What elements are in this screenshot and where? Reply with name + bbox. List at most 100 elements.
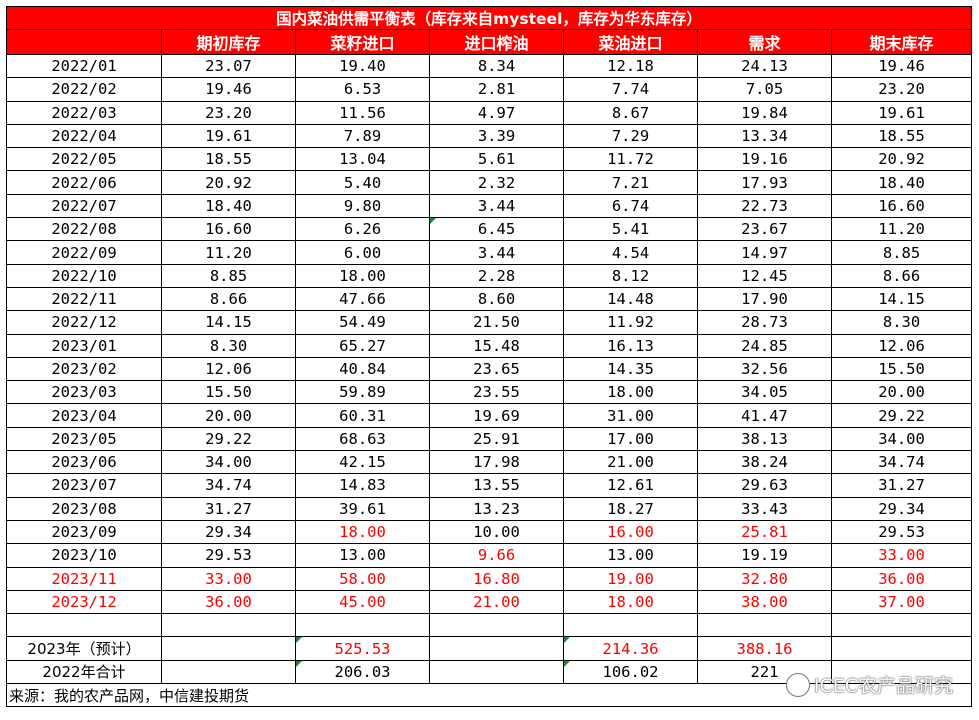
value-cell: 17.90 bbox=[697, 286, 832, 312]
month-cell: 2023/01 bbox=[6, 333, 162, 358]
value-cell: 54.49 bbox=[295, 310, 430, 335]
value-cell: 41.47 bbox=[697, 403, 832, 428]
value-cell: 23.20 bbox=[161, 100, 296, 125]
value-cell: 13.34 bbox=[697, 123, 832, 149]
value-cell: 13.00 bbox=[563, 543, 698, 568]
value-cell: 19.46 bbox=[830, 53, 973, 79]
value-cell: 20.92 bbox=[830, 147, 973, 172]
value-cell: 14.48 bbox=[563, 286, 698, 312]
table-row: 2022/04 19.61 7.89 3.39 7.29 13.34 18.55 bbox=[6, 123, 973, 149]
value-cell: 21.00 bbox=[429, 589, 564, 615]
month-cell: 2023/03 bbox=[6, 380, 162, 405]
value-cell: 11.20 bbox=[161, 240, 296, 265]
value-cell: 37.00 bbox=[830, 589, 973, 615]
value-cell: 8.12 bbox=[563, 263, 698, 288]
value-cell: 8.30 bbox=[161, 333, 296, 358]
empty-cell bbox=[295, 613, 430, 638]
table-row: 2023/04 20.00 60.31 19.69 31.00 41.47 29.22 bbox=[6, 403, 973, 428]
value-cell: 18.40 bbox=[161, 193, 296, 219]
value-cell: 42.15 bbox=[295, 450, 430, 475]
month-cell: 2023/12 bbox=[6, 589, 162, 615]
value-cell: 10.00 bbox=[429, 519, 564, 545]
value-cell: 34.74 bbox=[161, 473, 296, 498]
value-cell: 18.00 bbox=[563, 380, 698, 405]
cell-text: 2022年合计 bbox=[42, 663, 126, 682]
value-cell: 36.00 bbox=[830, 566, 973, 591]
value-cell: 8.85 bbox=[830, 240, 973, 265]
summary-value bbox=[161, 636, 296, 661]
month-cell: 2022/05 bbox=[6, 147, 162, 172]
value-cell: 23.67 bbox=[697, 217, 832, 242]
cell-text: 2⁠21 bbox=[750, 662, 779, 681]
value-cell: 20.92 bbox=[161, 170, 296, 195]
value-cell: 5.61 bbox=[429, 147, 564, 172]
header-cell-0 bbox=[6, 29, 162, 55]
value-cell: 21.50 bbox=[429, 310, 564, 335]
summary-value: 388.16 bbox=[697, 636, 832, 661]
value-cell: 8.67 bbox=[563, 100, 698, 125]
cell-text: 525.53 bbox=[334, 639, 391, 658]
table-row: 2022/02 19.46 6.53 2.81 7.74 7.05 23.20 bbox=[6, 77, 973, 102]
value-cell: 3.44 bbox=[429, 240, 564, 265]
empty-cell bbox=[161, 613, 296, 638]
table-row: 2022/06 20.92 5.40 2.32 7.21 17.93 18.40 bbox=[6, 170, 973, 195]
value-cell: 24.13 bbox=[697, 53, 832, 79]
table-row: 2022/07 18.40 9.80 3.44 6.74 22.73 16.60 bbox=[6, 193, 973, 219]
month-cell: 2022/02 bbox=[6, 77, 162, 102]
empty-cell bbox=[6, 613, 162, 638]
value-cell: 23.55 bbox=[429, 380, 564, 405]
value-cell: 23.65 bbox=[429, 356, 564, 382]
value-cell: 28.73 bbox=[697, 310, 832, 335]
value-cell: 15.50 bbox=[161, 380, 296, 405]
value-cell: 8.66 bbox=[830, 263, 973, 288]
header-row: 期初库存 菜籽进口 进口榨油 菜油进口 需求 期末库存 bbox=[6, 29, 973, 55]
value-cell: 2.28 bbox=[429, 263, 564, 288]
value-cell: 3.44 bbox=[429, 193, 564, 219]
value-cell: 11.92 bbox=[563, 310, 698, 335]
comment-marker bbox=[296, 637, 302, 644]
value-cell: 12.61 bbox=[563, 473, 698, 498]
value-cell: 24.85 bbox=[697, 333, 832, 358]
empty-cell bbox=[697, 613, 832, 638]
value-cell: 2.81 bbox=[429, 77, 564, 102]
header-cell-1: 期初库存 bbox=[161, 29, 296, 55]
value-cell: 7.89 bbox=[295, 123, 430, 149]
value-cell: 58.00 bbox=[295, 566, 430, 591]
value-cell: 29.63 bbox=[697, 473, 832, 498]
value-cell: 12.06 bbox=[830, 333, 973, 358]
table-row: 2022/11 8.66 47.66 8.60 14.48 17.90 14.15 bbox=[6, 286, 973, 312]
value-cell: 19.61 bbox=[830, 100, 973, 125]
value-cell: 19.16 bbox=[697, 147, 832, 172]
table-row: 2022/12 14.15 54.49 21.50 11.92 28.73 8.30 bbox=[6, 310, 973, 335]
month-cell: 2022/07 bbox=[6, 193, 162, 219]
value-cell: 65.27 bbox=[295, 333, 430, 358]
table-row: 2023/09 29.34 18.00 10.00 16.00 25.81 29.53 bbox=[6, 519, 973, 545]
value-cell: 19.19 bbox=[697, 543, 832, 568]
month-cell: 2023/02 bbox=[6, 356, 162, 382]
value-cell: 13.04 bbox=[295, 147, 430, 172]
value-cell: 18.00 bbox=[295, 519, 430, 545]
summary-value bbox=[429, 659, 564, 685]
value-cell: 33.00 bbox=[161, 566, 296, 591]
value-cell: 17.93 bbox=[697, 170, 832, 195]
comment-marker bbox=[564, 661, 570, 667]
table-row: 2022/01 23.07 19.40 8.34 12.18 24.13 19.46 bbox=[6, 53, 973, 79]
summary-value: 2⁠21 bbox=[697, 659, 832, 685]
value-cell: 47.66 bbox=[295, 286, 430, 312]
value-cell: 18.55 bbox=[830, 123, 973, 149]
summary-label: 2023年（预计） bbox=[6, 636, 162, 661]
value-cell: 32.56 bbox=[697, 356, 832, 382]
empty-cell bbox=[429, 613, 564, 638]
table-row: 2023/07 34.74 14.83 13.55 12.61 29.63 31.27 bbox=[6, 473, 973, 498]
value-cell: 8.66 bbox=[161, 286, 296, 312]
value-cell: 29.34 bbox=[830, 496, 973, 521]
header-cell-3: 进口榨油 bbox=[429, 29, 564, 55]
table-row: 2023/01 8.30 65.27 15.48 16.13 24.85 12.06 bbox=[6, 333, 973, 358]
month-cell: 2022/12 bbox=[6, 310, 162, 335]
value-cell: 34.00 bbox=[161, 450, 296, 475]
value-cell: 7.74 bbox=[563, 77, 698, 102]
month-cell: 2022/01 bbox=[6, 53, 162, 79]
value-cell: 18.00 bbox=[295, 263, 430, 288]
value-cell: 4.54 bbox=[563, 240, 698, 265]
value-cell: 36.00 bbox=[161, 589, 296, 615]
